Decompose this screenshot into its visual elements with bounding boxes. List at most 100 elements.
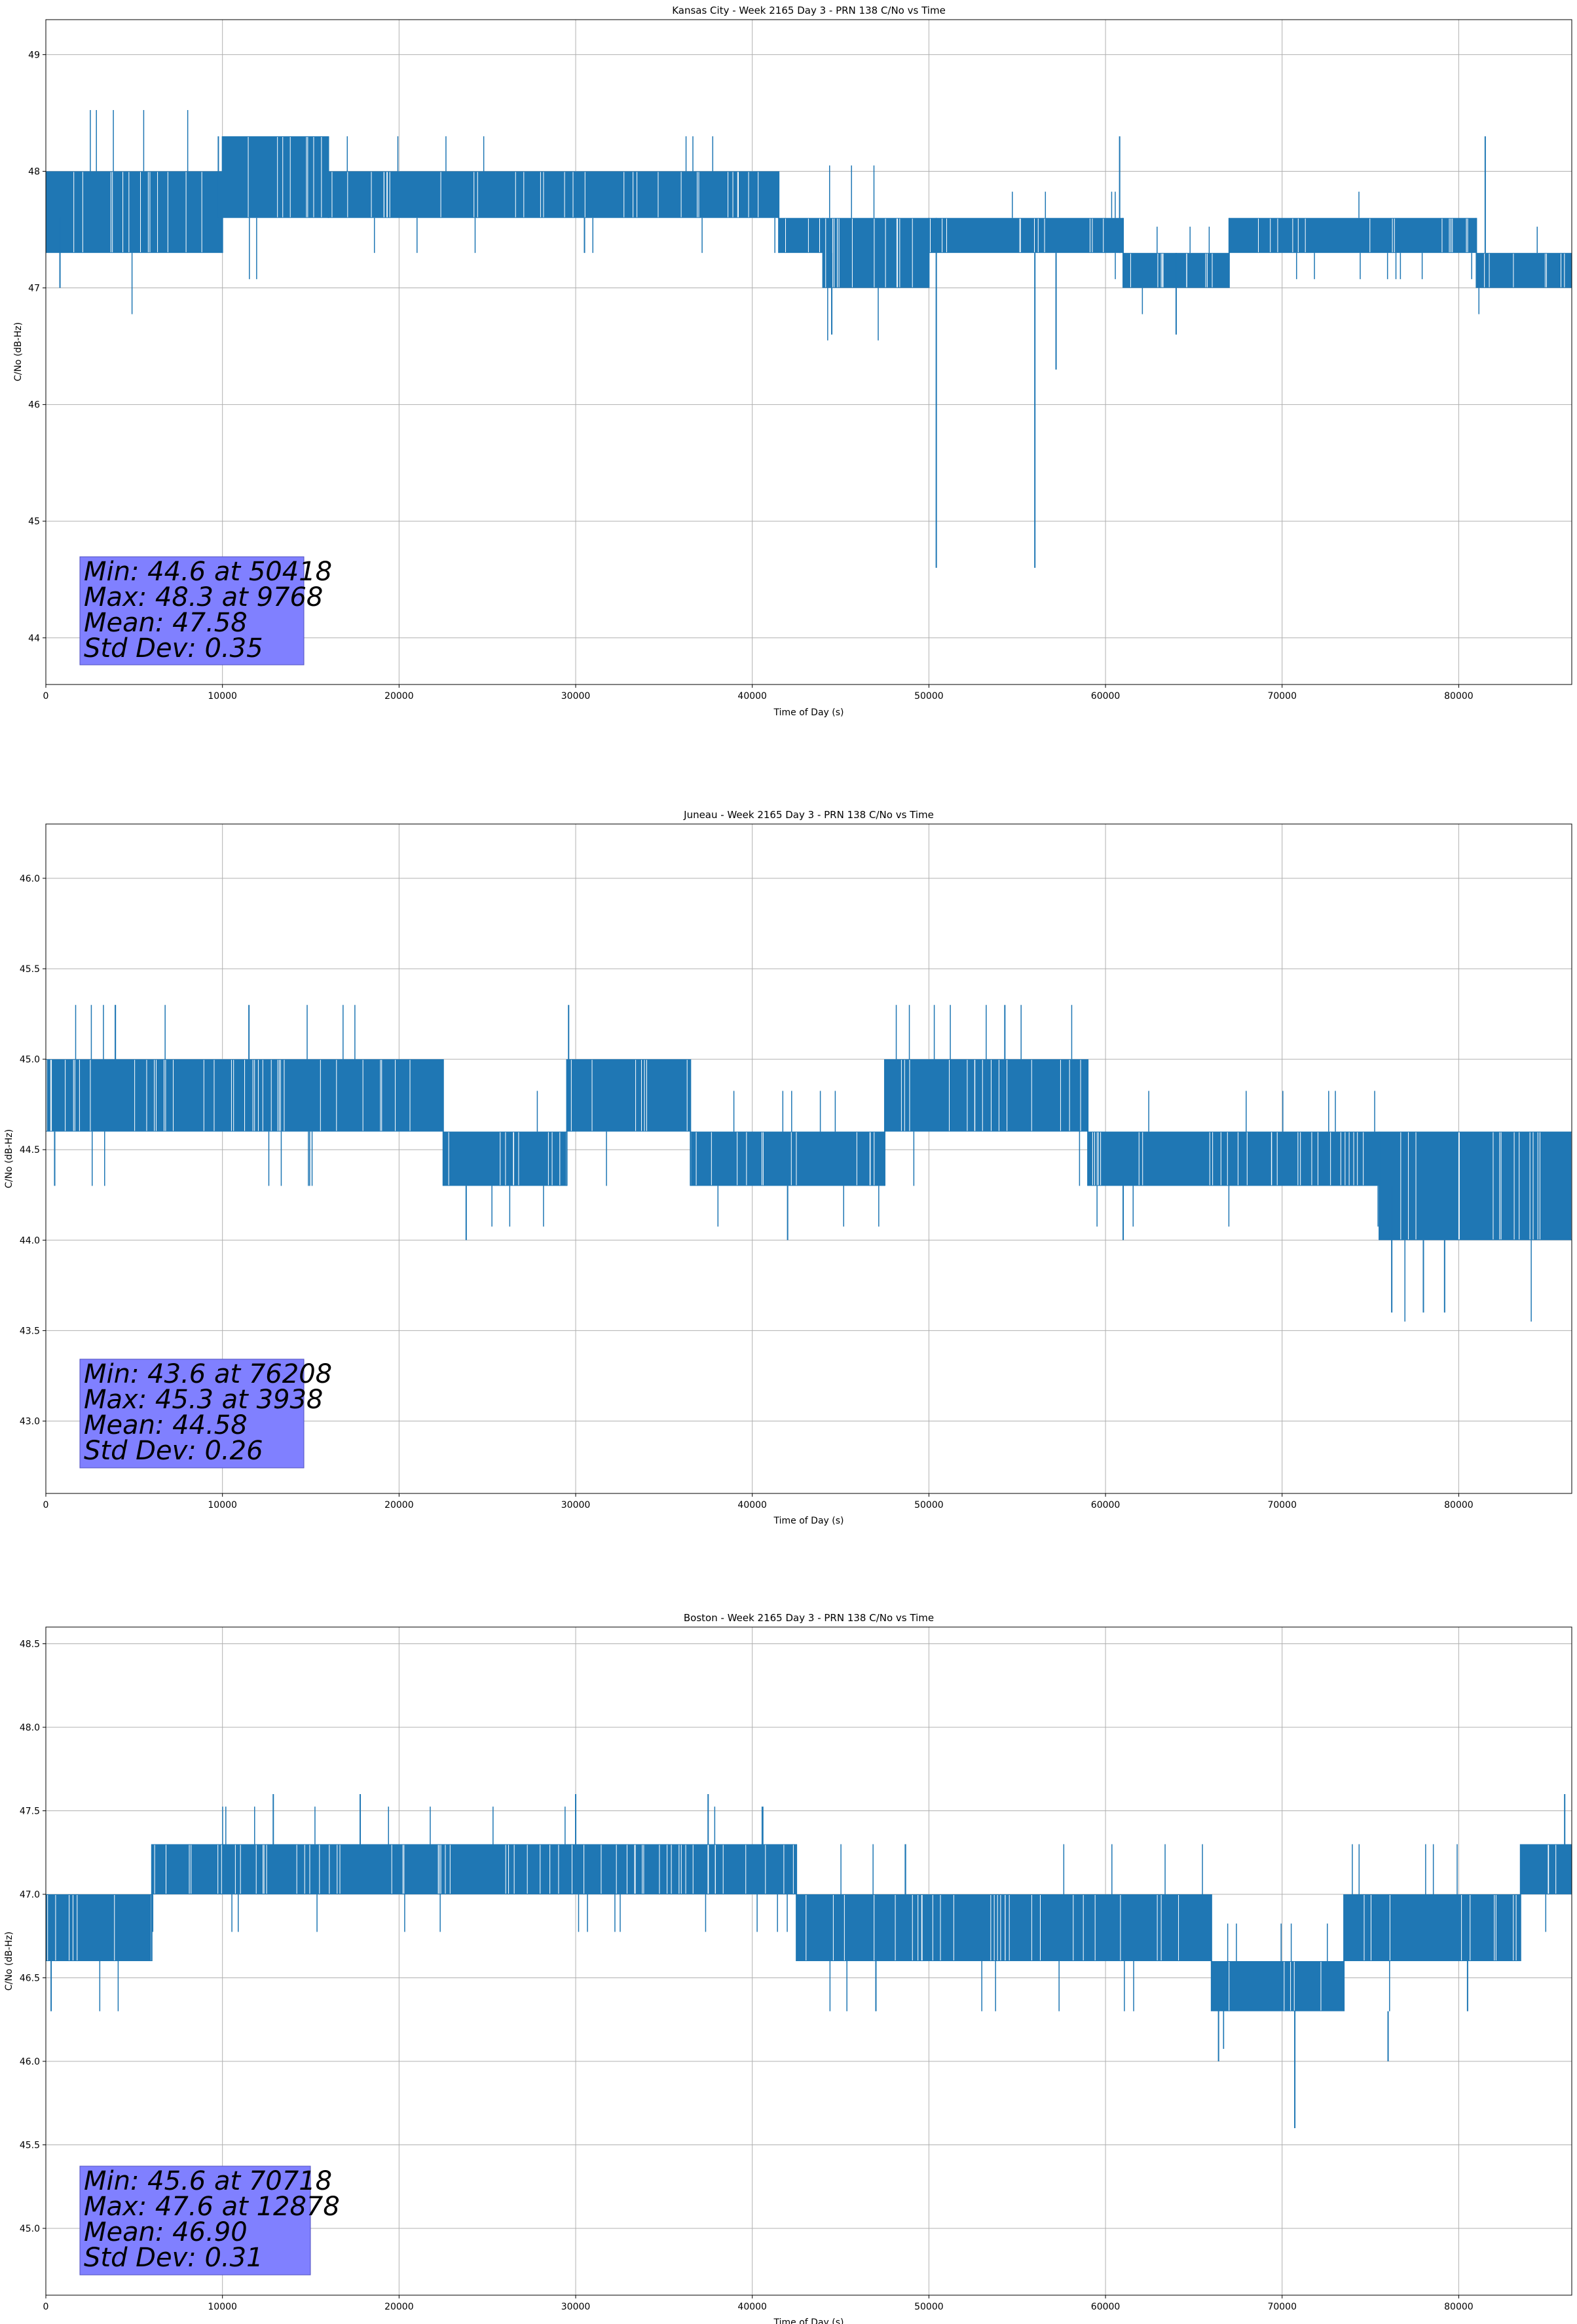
x-tick-label: 70000	[1267, 1500, 1297, 1510]
stats-mean: Mean: 46.90	[84, 2217, 248, 2247]
y-tick-label: 46.5	[20, 1974, 40, 1984]
x-axis-label: Time of Day (s)	[773, 2317, 844, 2324]
series-band	[222, 136, 329, 218]
y-tick-label: 45.0	[20, 2224, 40, 2234]
chart-title: Boston - Week 2165 Day 3 - PRN 138 C/No …	[684, 1612, 934, 1624]
plot-frame	[45, 19, 1572, 685]
x-tick-label: 40000	[737, 1500, 767, 1510]
series-band	[1088, 1131, 1380, 1186]
x-tick-label: 70000	[1267, 691, 1297, 702]
x-tick-label: 50000	[914, 691, 944, 702]
stats-box-background	[79, 1359, 305, 1469]
series-band	[884, 1059, 1088, 1132]
x-tick-label: 20000	[384, 2302, 414, 2312]
plot-frame	[45, 823, 1572, 1494]
y-tick-label: 45.5	[20, 2141, 40, 2151]
chart-panel-boston: 0 10000 20000 30000 40000 50000 60000 70000 8000…	[4, 1612, 1572, 2324]
series-band	[1520, 1844, 1572, 1894]
y-tick-labels: 43.0 43.5 44.0 44.5 45.0 45.5 46.0	[20, 874, 46, 1427]
y-axis-label: C/No (dB-Hz)	[4, 1932, 14, 1991]
x-tick-label: 60000	[1091, 2302, 1121, 2312]
x-tick-label: 80000	[1444, 691, 1474, 702]
y-tick-label: 48	[28, 166, 40, 177]
x-tick-label: 60000	[1091, 691, 1121, 702]
stats-box-background	[79, 2165, 311, 2276]
x-tick-labels: 0 10000 20000 30000 40000 50000 60000 70000 8000…	[43, 684, 1474, 702]
series-data	[46, 110, 1572, 568]
series-band	[328, 171, 779, 218]
stats-box: Min: 43.6 at 76208 Max: 45.3 at 3938 Mea…	[79, 1359, 332, 1469]
series-band	[1229, 217, 1477, 253]
stats-mean: Mean: 47.58	[84, 608, 248, 638]
y-tick-label: 46.0	[20, 2057, 40, 2067]
y-tick-label: 47.0	[20, 1890, 40, 1900]
y-tick-label: 43.5	[20, 1326, 40, 1336]
y-tick-labels: 44 45 46 47 48 49	[28, 50, 46, 644]
x-tick-label: 40000	[737, 691, 767, 702]
y-tick-label: 46.0	[20, 874, 40, 884]
series-band	[823, 217, 929, 288]
x-axis-label: Time of Day (s)	[773, 707, 844, 718]
x-tick-label: 30000	[561, 2302, 591, 2312]
series-data	[46, 1005, 1572, 1322]
y-tick-label: 47.5	[20, 1807, 40, 1817]
x-tick-label: 40000	[737, 2302, 767, 2312]
x-tick-label: 10000	[208, 691, 237, 702]
stats-box: Min: 45.6 at 70718 Max: 47.6 at 12878 Me…	[79, 2165, 340, 2276]
x-tick-label: 10000	[208, 2302, 237, 2312]
y-tick-label: 48.5	[20, 1640, 40, 1650]
y-tick-label: 44.0	[20, 1235, 40, 1246]
y-axis-label: C/No (dB-Hz)	[4, 1129, 14, 1188]
x-tick-labels: 0 10000 20000 30000 40000 50000 60000 70000 8000…	[43, 1493, 1474, 1510]
y-tick-label: 45.5	[20, 964, 40, 975]
x-tick-label: 30000	[561, 1500, 591, 1510]
y-tick-label: 45	[28, 517, 40, 527]
x-tick-label: 30000	[561, 691, 591, 702]
y-tick-label: 44	[28, 633, 40, 644]
series-band	[929, 217, 1124, 253]
series-band	[1344, 1894, 1521, 1961]
stats-std-dev: Std Dev: 0.26	[84, 1436, 263, 1466]
x-tick-label: 50000	[914, 1500, 944, 1510]
series-band	[1476, 253, 1572, 288]
chart-panel-juneau: 0 10000 20000 30000 40000 50000 60000 70000 8000…	[4, 809, 1572, 1526]
y-tick-label: 44.5	[20, 1145, 40, 1155]
stats-min: Min: 45.6 at 70718	[84, 2166, 332, 2196]
series-band	[46, 171, 223, 253]
x-tick-label: 50000	[914, 2302, 944, 2312]
stats-box-background	[79, 556, 305, 665]
x-tick-label: 0	[43, 1500, 49, 1510]
stats-box: Min: 44.6 at 50418 Max: 48.3 at 9768 Mea…	[79, 556, 332, 665]
y-tick-label: 45.0	[20, 1055, 40, 1065]
y-tick-label: 48.0	[20, 1723, 40, 1733]
x-axis-label: Time of Day (s)	[773, 1516, 844, 1526]
chart-title: Juneau - Week 2165 Day 3 - PRN 138 C/No …	[683, 809, 934, 821]
stats-std-dev: Std Dev: 0.31	[84, 2243, 263, 2273]
series-band	[46, 1894, 152, 1961]
series-band	[779, 217, 823, 253]
stats-std-dev: Std Dev: 0.35	[84, 633, 263, 664]
x-tick-label: 70000	[1267, 2302, 1297, 2312]
stats-max: Max: 48.3 at 9768	[84, 582, 323, 612]
stats-mean: Mean: 44.58	[84, 1410, 248, 1440]
x-tick-label: 80000	[1444, 2302, 1474, 2312]
x-tick-label: 20000	[384, 1500, 414, 1510]
y-tick-label: 43.0	[20, 1417, 40, 1427]
chart-title: Kansas City - Week 2165 Day 3 - PRN 138 …	[672, 5, 946, 16]
x-tick-label: 0	[43, 691, 49, 702]
x-tick-label: 0	[43, 2302, 49, 2312]
y-axis-label: C/No (dB-Hz)	[13, 322, 24, 381]
x-tick-label: 20000	[384, 691, 414, 702]
series-band	[443, 1131, 567, 1186]
y-tick-labels: 45.0 45.5 46.0 46.5 47.0 47.5 48.0 48.5	[20, 1640, 46, 2234]
y-tick-label: 46	[28, 400, 40, 411]
series-band	[690, 1131, 885, 1186]
series-band	[151, 1844, 797, 1894]
stats-min: Min: 43.6 at 76208	[84, 1359, 332, 1389]
y-tick-label: 47	[28, 284, 40, 294]
x-tick-labels: 0 10000 20000 30000 40000 50000 60000 70000 8000…	[43, 2295, 1474, 2312]
stats-min: Min: 44.6 at 50418	[84, 557, 332, 587]
x-tick-label: 80000	[1444, 1500, 1474, 1510]
x-tick-label: 10000	[208, 1500, 237, 1510]
